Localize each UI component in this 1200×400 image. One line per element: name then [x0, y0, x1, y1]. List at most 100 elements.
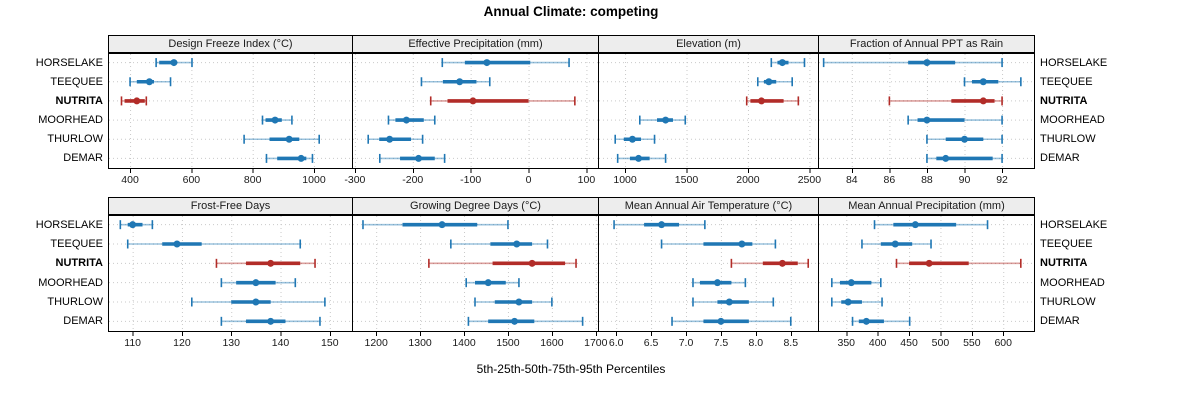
- series-moorhead: [387, 115, 436, 125]
- site-label-left-thurlow: THURLOW: [47, 296, 103, 308]
- median-dot: [513, 240, 521, 248]
- median-dot: [515, 298, 523, 306]
- site-label-left-moorhead: MOORHEAD: [38, 114, 103, 127]
- panel-plot-growing-degree-days: [352, 215, 599, 336]
- median-dot: [923, 59, 931, 67]
- median-dot: [844, 298, 852, 306]
- median-dot: [738, 240, 746, 248]
- x-tick-label: 600: [994, 337, 1012, 349]
- median-dot: [456, 78, 464, 86]
- series-horselake: [119, 220, 154, 230]
- median-dot: [469, 97, 477, 105]
- x-axis-label: 5th-25th-50th-75th-95th Percentiles: [476, 362, 666, 376]
- site-label-left-teequee: TEEQUEE: [50, 238, 103, 250]
- median-dot: [942, 154, 950, 162]
- x-tick-label: 2500: [797, 174, 822, 186]
- series-demar: [220, 316, 321, 326]
- x-tick-label: -200: [402, 174, 424, 186]
- median-dot: [778, 259, 786, 267]
- median-dot: [662, 116, 670, 124]
- median-dot: [862, 317, 870, 325]
- series-thurlow: [831, 297, 883, 307]
- x-tick-label: 7.0: [678, 337, 694, 349]
- x-tick-label: 84: [845, 174, 858, 186]
- site-label-right-nutrita: NUTRITA: [1040, 94, 1088, 107]
- panel-strip-mean-annual-air-temperature: Mean Annual Air Temperature (°C): [598, 197, 819, 215]
- median-dot: [511, 317, 519, 325]
- series-thurlow: [692, 297, 775, 307]
- panel-border: [108, 53, 353, 170]
- series-horselake: [441, 58, 570, 68]
- series-moorhead: [907, 115, 1003, 125]
- x-tick-label: 92: [996, 174, 1008, 186]
- x-tick-label: 8.5: [783, 337, 799, 349]
- series-nutrita: [429, 96, 576, 106]
- panel-strip-design-freeze-index: Design Freeze Index (°C): [108, 35, 353, 53]
- median-dot: [402, 116, 410, 124]
- median-dot: [133, 97, 141, 105]
- x-tick-label: 130: [222, 337, 240, 349]
- x-tick-label: 1700: [584, 337, 608, 349]
- x-tick-label: 800: [243, 174, 262, 186]
- panel-strip-elevation: Elevation (m): [598, 35, 819, 53]
- median-dot: [628, 135, 636, 143]
- series-thurlow: [614, 134, 656, 144]
- median-dot: [267, 259, 275, 267]
- panel-border: [598, 53, 819, 170]
- x-tick-label: 120: [173, 337, 191, 349]
- series-teequee: [420, 77, 491, 87]
- series-demar: [378, 153, 446, 163]
- median-dot: [528, 259, 536, 267]
- series-horselake: [770, 58, 806, 68]
- series-moorhead: [465, 278, 520, 288]
- median-dot: [765, 78, 773, 86]
- median-dot: [285, 135, 293, 143]
- site-label-left-teequee: TEEQUEE: [50, 75, 103, 88]
- panel-border: [818, 215, 1035, 333]
- x-tick-label: 2000: [736, 174, 760, 186]
- site-label-left-nutrita: NUTRITA: [55, 257, 103, 270]
- site-label-right-moorhead: MOORHEAD: [1040, 276, 1105, 289]
- x-tick-label: 1400: [452, 337, 476, 349]
- x-tick-label: 100: [577, 174, 596, 186]
- panel-strip-frost-free-days: Frost-Free Days: [108, 197, 353, 215]
- panel-plot-fraction-annual-ppt-as-rain: [818, 53, 1035, 173]
- panel-border: [818, 53, 1035, 170]
- x-tick-label: 150: [321, 337, 339, 349]
- median-dot: [778, 59, 786, 67]
- series-nutrita: [745, 96, 800, 106]
- series-nutrita: [730, 258, 810, 268]
- site-label-right-horselake: HORSELAKE: [1040, 218, 1108, 231]
- panel-border: [352, 53, 599, 170]
- series-moorhead: [220, 278, 297, 288]
- x-tick-label: 140: [271, 337, 290, 349]
- site-label-left-demar: DEMAR: [63, 152, 103, 165]
- panel-strip-mean-annual-precipitation: Mean Annual Precipitation (mm): [818, 197, 1035, 215]
- series-demar: [467, 316, 584, 326]
- site-label-left-moorhead: MOORHEAD: [38, 276, 103, 289]
- x-tick-label: 500: [931, 337, 950, 349]
- median-dot: [961, 135, 969, 143]
- series-nutrita: [215, 258, 316, 268]
- x-tick-label: 350: [837, 337, 856, 349]
- series-teequee: [450, 239, 549, 249]
- median-dot: [658, 221, 666, 229]
- x-tick-label: 7.5: [713, 337, 729, 349]
- panel-plot-design-freeze-index: [108, 53, 353, 173]
- series-horselake: [155, 58, 193, 68]
- site-label-right-moorhead: MOORHEAD: [1040, 114, 1105, 127]
- median-dot: [415, 154, 423, 162]
- x-tick-label: 86: [883, 174, 896, 186]
- x-tick-label: 6.5: [643, 337, 659, 349]
- series-nutrita: [895, 258, 1022, 268]
- series-thurlow: [367, 134, 424, 144]
- site-label-left-thurlow: THURLOW: [47, 133, 103, 146]
- series-demar: [671, 316, 792, 326]
- median-dot: [925, 259, 933, 267]
- median-dot: [252, 298, 260, 306]
- series-thurlow: [926, 134, 1003, 144]
- median-dot: [635, 154, 643, 162]
- median-dot: [267, 317, 275, 325]
- median-dot: [757, 97, 765, 105]
